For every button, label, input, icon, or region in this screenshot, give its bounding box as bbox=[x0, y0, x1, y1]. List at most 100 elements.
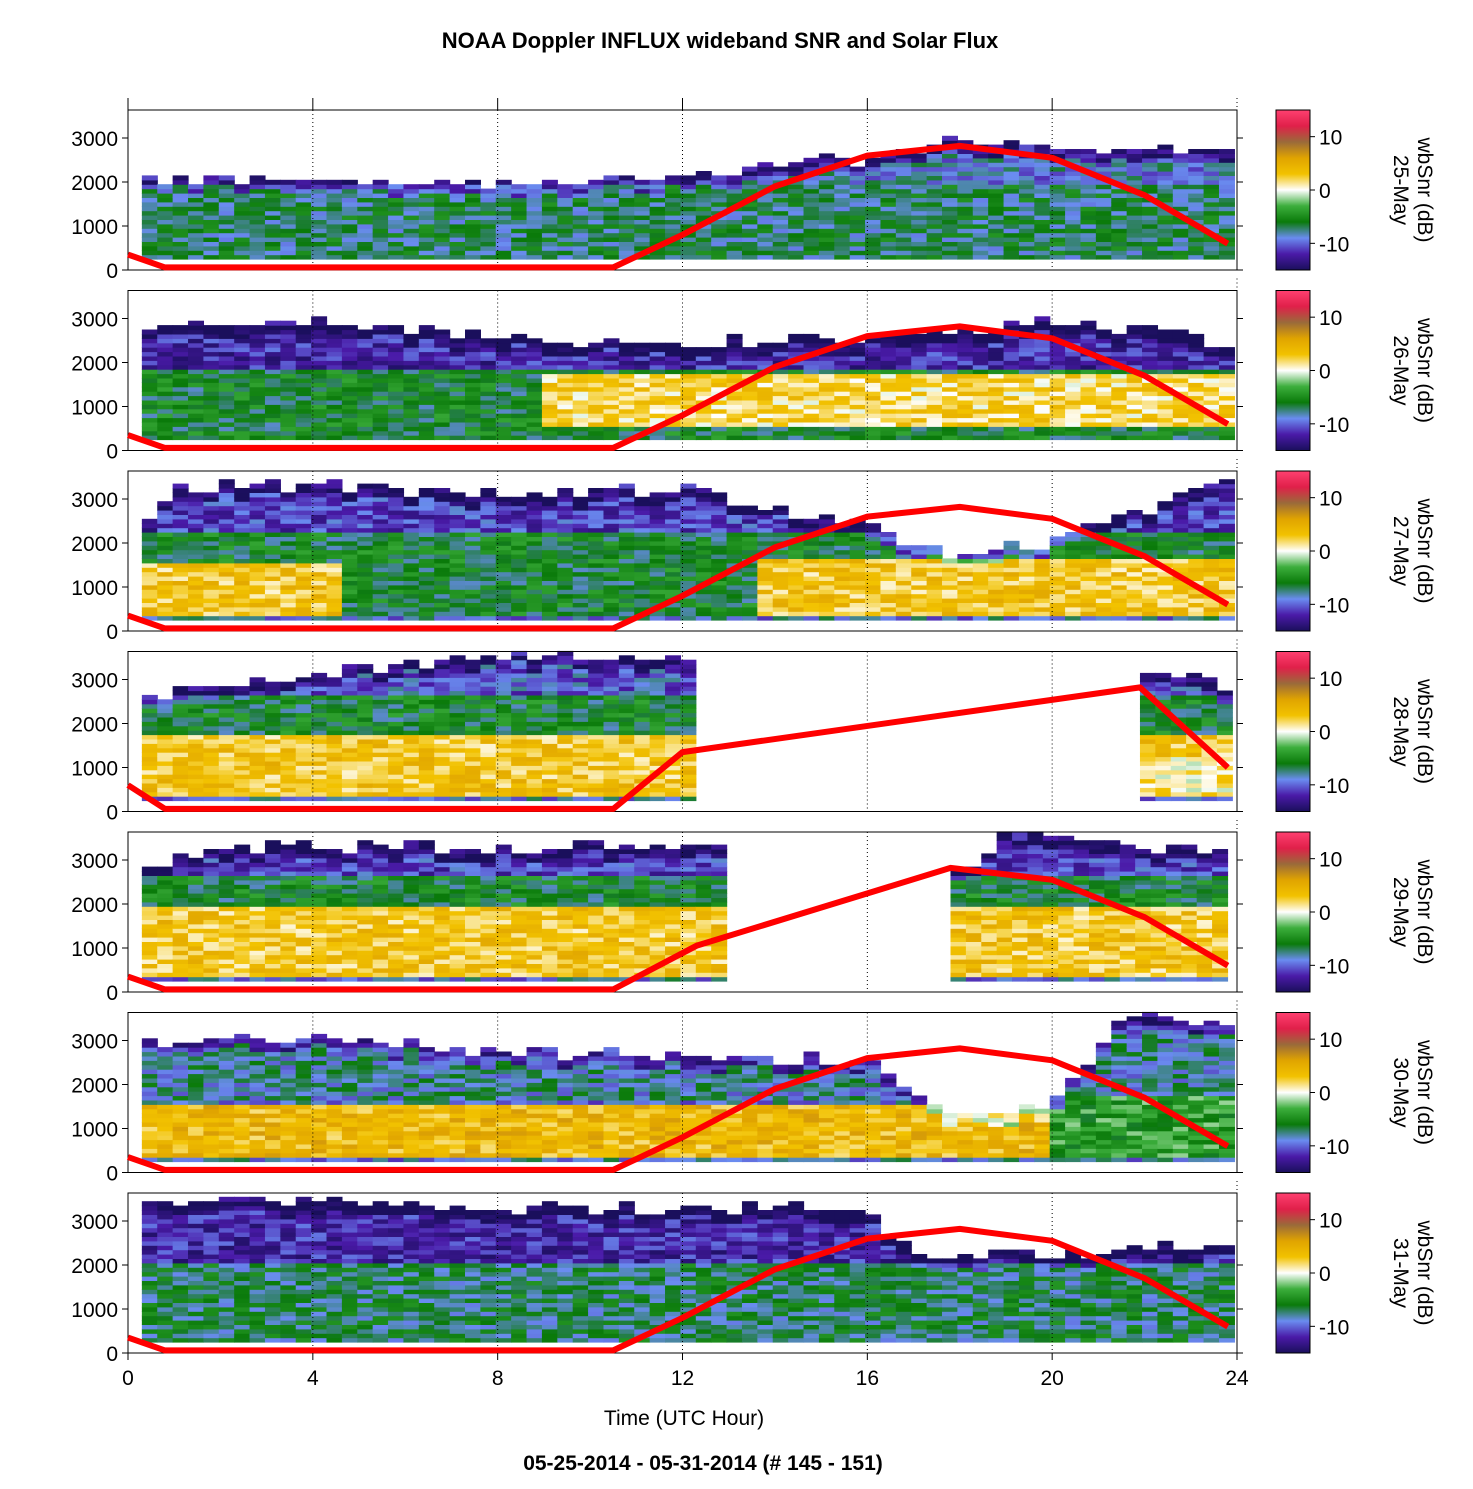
snr-cell bbox=[1188, 245, 1205, 251]
snr-cell bbox=[603, 435, 620, 441]
snr-cell bbox=[388, 505, 405, 511]
snr-cell bbox=[1126, 162, 1143, 168]
snr-cell bbox=[341, 611, 358, 617]
snr-cell bbox=[1065, 399, 1082, 405]
snr-cell bbox=[788, 558, 805, 564]
snr-cell bbox=[988, 571, 1005, 577]
snr-cell bbox=[1111, 562, 1128, 568]
snr-cell bbox=[803, 232, 820, 238]
snr-cell bbox=[618, 492, 635, 498]
snr-cell bbox=[434, 527, 451, 533]
snr-cell bbox=[1003, 611, 1020, 617]
snr-cell bbox=[1065, 602, 1082, 608]
snr-cell bbox=[665, 536, 682, 542]
snr-cell bbox=[326, 351, 343, 357]
snr-cell bbox=[741, 254, 758, 260]
snr-cell bbox=[526, 426, 543, 432]
snr-cell bbox=[1034, 325, 1051, 331]
snr-cell bbox=[372, 219, 389, 225]
snr-cell bbox=[357, 373, 374, 379]
snr-cell bbox=[157, 219, 174, 225]
snr-cell bbox=[557, 598, 574, 603]
snr-cell bbox=[1018, 364, 1035, 370]
snr-cell bbox=[865, 206, 882, 212]
snr-cell bbox=[772, 342, 789, 348]
snr-cell bbox=[665, 201, 682, 207]
snr-cell bbox=[834, 166, 851, 172]
snr-cell bbox=[757, 602, 774, 608]
snr-cell bbox=[1003, 245, 1020, 251]
snr-cell bbox=[972, 347, 989, 353]
snr-cell bbox=[1018, 206, 1035, 212]
snr-heatmap bbox=[141, 479, 1235, 621]
snr-cell bbox=[572, 215, 589, 220]
snr-cell bbox=[895, 580, 912, 586]
snr-cell bbox=[1157, 554, 1174, 559]
snr-cell bbox=[372, 483, 389, 489]
snr-cell bbox=[834, 580, 851, 586]
snr-cell bbox=[572, 567, 589, 573]
snr-cell bbox=[788, 333, 805, 339]
snr-cell bbox=[1003, 615, 1020, 621]
snr-cell bbox=[388, 606, 405, 612]
snr-cell bbox=[757, 373, 774, 379]
snr-cell bbox=[1095, 399, 1112, 405]
snr-cell bbox=[295, 404, 312, 410]
snr-cell bbox=[911, 237, 928, 242]
snr-cell bbox=[757, 166, 774, 172]
snr-cell bbox=[988, 360, 1005, 366]
snr-cell bbox=[1111, 399, 1128, 405]
snr-cell bbox=[295, 364, 312, 370]
snr-cell bbox=[295, 228, 312, 234]
snr-cell bbox=[1126, 201, 1143, 207]
snr-cell bbox=[1003, 391, 1020, 397]
snr-cell bbox=[911, 606, 928, 612]
snr-cell bbox=[418, 206, 435, 212]
snr-cell bbox=[1034, 377, 1051, 383]
snr-cell bbox=[388, 514, 405, 520]
snr-cell bbox=[541, 611, 558, 617]
snr-cell bbox=[541, 514, 558, 520]
snr-cell bbox=[526, 435, 543, 441]
snr-cell bbox=[1080, 237, 1097, 242]
snr-cell bbox=[203, 408, 220, 414]
snr-cell bbox=[1018, 210, 1035, 216]
snr-cell bbox=[741, 245, 758, 251]
snr-cell bbox=[880, 598, 897, 603]
snr-cell bbox=[865, 382, 882, 388]
snr-cell bbox=[1065, 153, 1082, 159]
snr-cell bbox=[618, 201, 635, 207]
snr-cell bbox=[711, 386, 728, 392]
snr-cell bbox=[357, 536, 374, 542]
snr-cell bbox=[403, 505, 420, 511]
snr-cell bbox=[526, 250, 543, 256]
snr-cell bbox=[1126, 329, 1143, 335]
snr-cell bbox=[218, 382, 235, 388]
snr-cell bbox=[1172, 377, 1189, 383]
snr-cell bbox=[403, 399, 420, 405]
snr-cell bbox=[526, 355, 543, 361]
snr-cell bbox=[1080, 554, 1097, 559]
snr-cell bbox=[1034, 210, 1051, 216]
snr-cell bbox=[326, 483, 343, 489]
snr-cell bbox=[357, 395, 374, 401]
snr-cell bbox=[403, 351, 420, 357]
snr-cell bbox=[280, 598, 297, 603]
snr-cell bbox=[1080, 549, 1097, 555]
snr-cell bbox=[942, 347, 958, 353]
snr-cell bbox=[572, 351, 589, 357]
snr-cell bbox=[465, 386, 481, 392]
snr-cell bbox=[172, 598, 189, 603]
snr-cell bbox=[295, 201, 312, 207]
snr-cell bbox=[911, 338, 928, 344]
snr-cell bbox=[403, 254, 420, 260]
snr-cell bbox=[141, 201, 158, 207]
snr-cell bbox=[880, 421, 897, 427]
snr-cell bbox=[449, 197, 466, 203]
snr-cell bbox=[665, 391, 682, 397]
snr-cell bbox=[526, 369, 543, 375]
snr-cell bbox=[326, 549, 343, 555]
snr-cell bbox=[526, 576, 543, 581]
snr-cell bbox=[141, 602, 158, 608]
snr-cell bbox=[1065, 606, 1082, 612]
